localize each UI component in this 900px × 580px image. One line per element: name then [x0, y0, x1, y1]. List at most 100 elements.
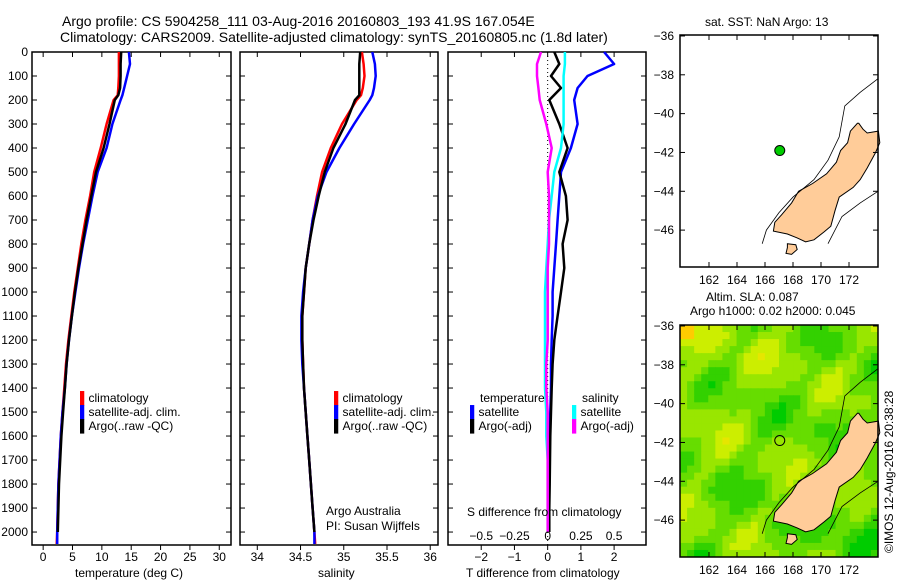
sla-cell	[736, 395, 745, 403]
sla-cell	[701, 339, 709, 347]
sla-cell	[842, 528, 851, 537]
sla-cell	[786, 339, 794, 347]
sla-cell	[736, 451, 745, 460]
sla-cell	[814, 388, 822, 396]
sla-cell	[835, 542, 844, 551]
timestamp: ©IMOS 12-Aug-2016 20:38:28	[882, 390, 896, 553]
sla-cell	[694, 528, 702, 537]
sla-cell	[779, 353, 787, 361]
sla-cell	[793, 360, 801, 368]
sla-cell	[800, 423, 808, 431]
sla-cell	[757, 339, 766, 347]
sla-cell	[863, 521, 872, 530]
sla-cell	[821, 451, 829, 460]
sla-cell	[722, 374, 730, 382]
sla-cell	[687, 542, 695, 551]
sla-cell	[743, 507, 752, 516]
sla-cell	[863, 507, 872, 516]
x-tick-label: 10	[95, 550, 109, 564]
sla-cell	[708, 388, 716, 396]
sla-cell	[694, 535, 702, 544]
sla-cell	[708, 472, 716, 481]
sla-cell	[694, 388, 702, 396]
sla-cell	[687, 465, 695, 474]
sla-cell	[736, 535, 745, 544]
sla-cell	[694, 395, 702, 403]
sla-cell	[800, 388, 808, 396]
sla-cell	[736, 465, 745, 474]
sla-cell	[821, 367, 829, 375]
sla-cell	[757, 346, 766, 354]
sla-cell	[835, 388, 844, 396]
sla-cell	[764, 339, 773, 347]
sla-cell	[870, 402, 879, 410]
sla-cell	[856, 472, 865, 481]
sla-cell	[757, 367, 766, 375]
sla-cell	[694, 367, 702, 375]
sla-cell	[757, 542, 766, 551]
sla-cell	[708, 402, 716, 410]
sla-cell	[764, 493, 773, 502]
sla-cell	[814, 395, 822, 403]
sla-cell	[694, 416, 702, 424]
sla-cell	[694, 479, 702, 488]
x-tick-label: 2	[611, 550, 618, 564]
sla-cell	[800, 458, 808, 467]
sla-cell	[786, 374, 794, 382]
sla-cell	[715, 451, 723, 460]
sla-cell	[771, 521, 780, 530]
sla-cell	[764, 444, 773, 453]
sla-cell	[779, 535, 787, 544]
sla-cell	[694, 409, 702, 417]
sla-map	[679, 324, 881, 558]
sla-cell	[842, 353, 851, 361]
sla-cell	[715, 549, 723, 558]
sla-cell	[835, 486, 844, 495]
sla-cell	[793, 346, 801, 354]
sla-cell	[849, 367, 858, 375]
sla-cell	[828, 542, 837, 551]
sla-cell	[736, 374, 745, 382]
sla-cell	[764, 535, 773, 544]
sla-cell	[821, 430, 829, 438]
sla-cell	[687, 430, 695, 438]
sla-cell	[715, 507, 723, 516]
x-tick-label: 25	[183, 550, 197, 564]
sla-cell	[750, 339, 759, 347]
lon-tick-label: 166	[755, 273, 775, 287]
sla-cell	[870, 339, 879, 347]
x-tick-label: 0	[544, 550, 551, 564]
sla-cell	[835, 514, 844, 523]
sla-cell	[729, 325, 738, 333]
sla-cell	[828, 395, 837, 403]
sla-cell	[849, 395, 858, 403]
sla-cell	[764, 458, 773, 467]
x2-tick-label: 0	[544, 529, 551, 543]
sla-cell	[842, 514, 851, 523]
sla-cell	[743, 402, 752, 410]
sla-cell	[701, 465, 709, 474]
legend-swatch-cyan: ▌	[572, 405, 581, 419]
sla-cell	[821, 444, 829, 453]
sla-cell	[800, 339, 808, 347]
sla-cell	[821, 325, 829, 333]
sla-cell	[680, 479, 688, 488]
sla-cell	[750, 395, 759, 403]
sla-cell	[849, 409, 858, 417]
sla-cell	[680, 423, 688, 431]
sla-cell	[687, 353, 695, 361]
sla-cell	[729, 458, 738, 467]
sla-cell	[687, 346, 695, 354]
sla-cell	[708, 465, 716, 474]
sla-cell	[856, 486, 865, 495]
sla-cell	[743, 367, 752, 375]
sla-cell	[750, 500, 759, 509]
sla-cell	[835, 381, 844, 389]
legend-swatch-blue: ▌	[80, 405, 89, 419]
sla-cell	[807, 388, 815, 396]
sla-cell	[807, 416, 815, 424]
sla-cell	[828, 416, 837, 424]
sla-cell	[729, 346, 738, 354]
sla-cell	[750, 388, 759, 396]
sla-cell	[694, 353, 702, 361]
